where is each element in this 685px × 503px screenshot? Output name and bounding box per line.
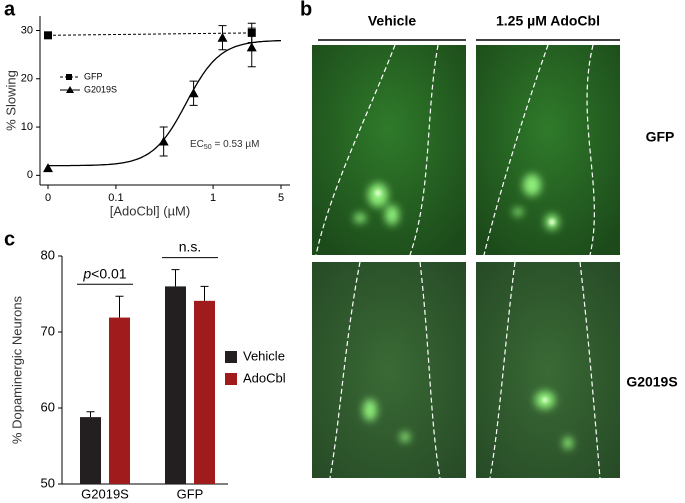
y-tick-label: 80 [41, 247, 55, 262]
neurons [354, 174, 573, 449]
x-tick-label: 1 [210, 192, 216, 204]
text-part: = 0.53 µM [212, 139, 260, 150]
column-title: 1.25 µM AdoCbl [496, 13, 600, 29]
bar [109, 317, 130, 484]
bar [80, 417, 101, 484]
image [312, 262, 466, 478]
row-title: G2019S [626, 374, 677, 390]
row-title: GFP [646, 129, 675, 145]
error-bar [115, 295, 124, 318]
micrographs: b Vehicle 1.25 µM AdoCbl GFP G2019S [300, 0, 678, 479]
y-tick-label: 70 [41, 323, 55, 338]
text-part: n.s. [179, 238, 202, 254]
neuron-cores [375, 190, 555, 403]
legend-label: G2019S [84, 84, 117, 94]
panel-label: b [300, 0, 312, 20]
x-tick-label: G2019S [81, 486, 129, 501]
y-axis-label: % Dopaminergic Neurons [9, 295, 24, 444]
marker [43, 163, 53, 173]
text-part: <0.01 [91, 265, 127, 281]
y-tick-label: 60 [41, 399, 55, 414]
y-axis-label: % Slowing [3, 70, 18, 131]
y-tick-label: 30 [21, 24, 33, 36]
significance-label: p<0.01 [82, 265, 126, 281]
y-tick-label: 20 [21, 73, 33, 85]
outline [315, 44, 601, 479]
marker [217, 32, 228, 42]
y-tick-label: 0 [27, 169, 33, 181]
column-title: Vehicle [368, 13, 416, 29]
text-part: 50 [204, 144, 212, 151]
x-tick-label: GFP [177, 486, 204, 501]
image [476, 262, 620, 478]
text-part: p [82, 265, 91, 281]
x-tick-label: 5 [278, 192, 284, 204]
marker [158, 136, 169, 146]
legend-label: GFP [84, 71, 103, 81]
x-tick-label: 0.1 [108, 192, 123, 204]
legend-marker [66, 86, 74, 93]
bar [165, 286, 186, 484]
x-tick-label: 0 [45, 192, 51, 204]
legend-label: AdoCbl [243, 370, 286, 385]
error-bar [86, 411, 95, 418]
legend-marker [66, 74, 72, 80]
legend-swatch [225, 351, 237, 363]
x-axis-label: [AdoCbl] (µM) [110, 203, 190, 218]
y-tick-label: 50 [41, 475, 55, 490]
marker [44, 31, 52, 40]
series-line [47, 32, 252, 36]
error-bar [200, 285, 209, 301]
marker [246, 42, 257, 52]
legend-label: Vehicle [243, 348, 285, 363]
significance-label: n.s. [179, 238, 202, 254]
text-part: EC [190, 139, 204, 150]
y-tick-label: 10 [21, 121, 33, 133]
bar [194, 300, 215, 484]
error-bar [171, 269, 180, 287]
marker [188, 88, 199, 98]
annotation: EC50 = 0.53 µM [190, 139, 259, 151]
panel-label: a [4, 0, 16, 20]
legend-swatch [225, 373, 237, 385]
panel-label: c [4, 228, 15, 250]
